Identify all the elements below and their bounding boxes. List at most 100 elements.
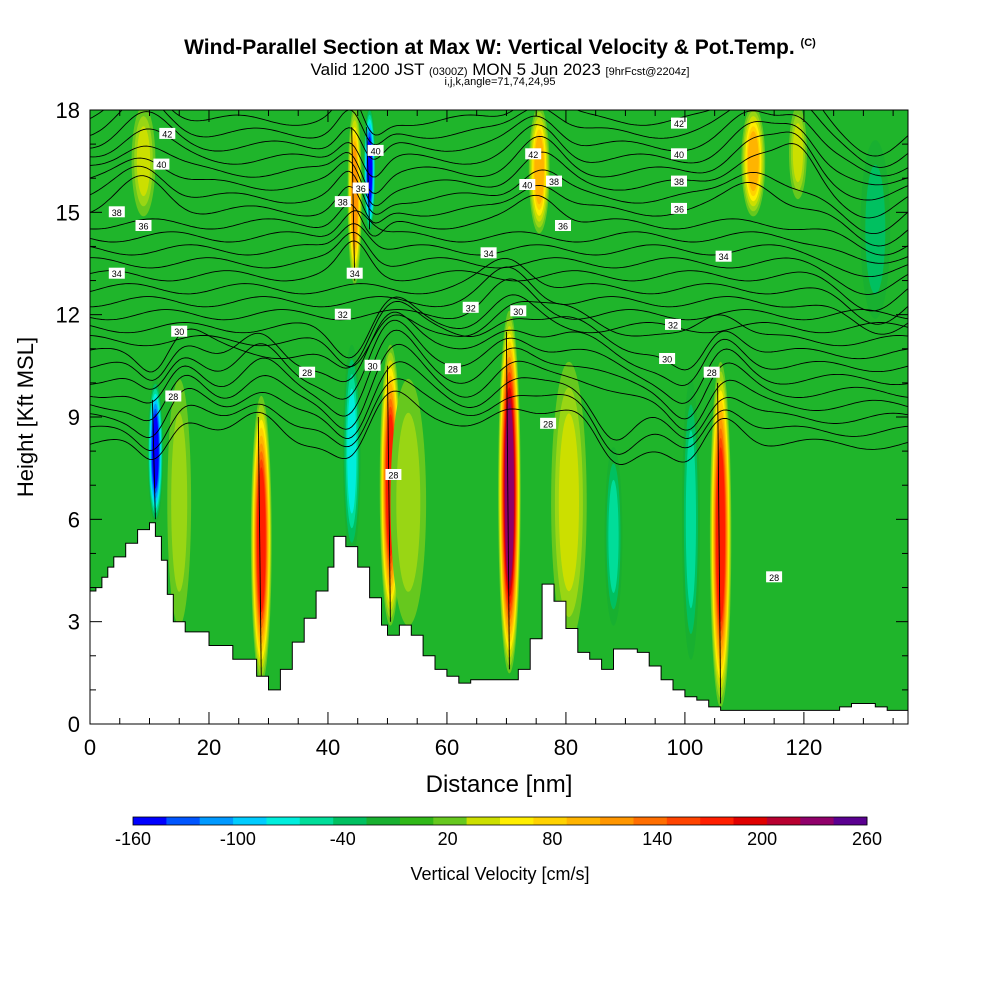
contour-label-box — [703, 366, 720, 378]
contour-label-box — [671, 148, 687, 160]
contour-label-text: 30 — [513, 307, 523, 317]
terrain — [90, 522, 908, 724]
plot-area — [90, 110, 908, 724]
isentrope-line — [717, 382, 722, 704]
contour-label-box — [135, 220, 152, 231]
isentrope-line — [90, 319, 908, 404]
updraft-cell — [136, 126, 151, 197]
isentrope-line — [90, 278, 908, 321]
isentrope-line — [90, 121, 908, 186]
colorbar-swatch — [133, 817, 167, 825]
isentrope-line — [151, 399, 156, 520]
contour-label-text: 30 — [174, 327, 184, 337]
x-axis: 0 20 40 60 80 100 120 — [84, 110, 894, 760]
contour-label: 30 — [659, 353, 676, 365]
isentrope-line — [90, 343, 908, 431]
colorbar-swatch — [733, 817, 768, 825]
contour-label: 34 — [346, 267, 363, 279]
contour-label: 38 — [108, 206, 125, 218]
colorbar-swatch — [299, 817, 334, 825]
contour-label-box — [108, 267, 125, 279]
x-tick-label: 20 — [197, 735, 221, 760]
isentrope-line — [90, 240, 908, 312]
contour-label-box — [334, 196, 351, 208]
isentrope-line — [90, 300, 908, 368]
contour-label: 42 — [159, 127, 176, 139]
contour-label-text: 32 — [338, 310, 348, 320]
contour-label-text: 30 — [662, 355, 672, 365]
contour-label: 28 — [703, 366, 720, 378]
contour-label-text: 34 — [484, 249, 494, 259]
isentrope-line — [90, 131, 908, 201]
colorbar-tick-label: 140 — [642, 829, 672, 849]
contour-label-box — [444, 363, 461, 375]
isentrope-line — [90, 231, 908, 295]
contour-label: 38 — [334, 196, 351, 208]
colorbar-swatch — [466, 817, 501, 825]
updraft-cell — [504, 402, 514, 582]
x-tick-label: 60 — [435, 735, 459, 760]
isentrope-line — [90, 311, 908, 387]
isentrope-line — [90, 390, 908, 465]
contour-label-text: 34 — [719, 252, 729, 262]
contour-label-box — [480, 247, 497, 259]
contour-label-box — [665, 318, 681, 330]
colorbar-swatch — [500, 817, 534, 825]
chart-indices: i,j,k,angle=71,74,24,95 — [444, 76, 556, 88]
y-tick-label: 3 — [68, 610, 80, 635]
colorbar-label: Vertical Velocity [cm/s] — [410, 864, 589, 884]
contour-label-text: 40 — [522, 181, 532, 191]
contour-label-text: 34 — [350, 269, 360, 279]
contour-label-text: 28 — [388, 471, 398, 481]
contour-label-box — [519, 179, 536, 190]
updraft-cell — [747, 131, 759, 192]
contour-label-text: 28 — [707, 368, 717, 378]
contour-label: 40 — [367, 144, 384, 156]
contour-label: 32 — [462, 301, 479, 313]
contour-label-box — [766, 571, 783, 583]
chart-subtitle: Valid 1200 JST (0300Z) MON 5 Jun 2023 [9… — [310, 60, 690, 79]
isentrope-line — [90, 329, 908, 420]
x-tick-label: 0 — [84, 735, 96, 760]
contour-label-box — [671, 175, 687, 187]
colorbar-swatch — [600, 817, 634, 825]
isentrope-line — [257, 416, 262, 680]
contour-label-text: 38 — [549, 177, 559, 187]
contour-label-box — [171, 325, 188, 337]
updraft-cell — [558, 413, 580, 592]
contour-label-box — [159, 127, 176, 139]
isentrope-line — [90, 266, 908, 335]
contour-label-text: 38 — [112, 208, 122, 218]
contour-label: 40 — [519, 179, 536, 191]
colorbar-swatch — [266, 817, 301, 825]
contour-label-text: 40 — [674, 150, 684, 160]
contour-label: 30 — [510, 305, 527, 317]
y-axis-label: Height [Kft MSL] — [13, 337, 38, 497]
colorbar-swatch — [233, 817, 267, 825]
x-tick-label: 100 — [667, 735, 704, 760]
downdraft-cell — [608, 479, 619, 593]
isentrope-line — [90, 361, 908, 441]
colorbar-swatch — [666, 817, 701, 825]
downdraft-cell — [347, 388, 357, 514]
isentrope-line — [366, 127, 371, 230]
contour-label-text: 42 — [674, 119, 684, 129]
colorbar-tick-label: 200 — [747, 829, 777, 849]
isentrope-line — [351, 127, 356, 281]
contour-label-box — [525, 148, 542, 160]
x-tick-label: 80 — [554, 735, 578, 760]
colorbar-tick-label: -160 — [115, 829, 151, 849]
contour-label-box — [671, 117, 687, 129]
contour-label: 28 — [385, 469, 402, 481]
isentrope-line — [90, 257, 908, 325]
contour-label-text: 36 — [356, 184, 366, 194]
isentrope-line — [505, 331, 510, 670]
y-tick-label: 6 — [68, 507, 80, 532]
contour-label: 34 — [480, 247, 497, 259]
contour-label-box — [153, 158, 170, 170]
isentrope-line — [90, 194, 908, 256]
colorbar-swatch — [833, 817, 868, 825]
colorbar-swatch — [566, 817, 601, 825]
